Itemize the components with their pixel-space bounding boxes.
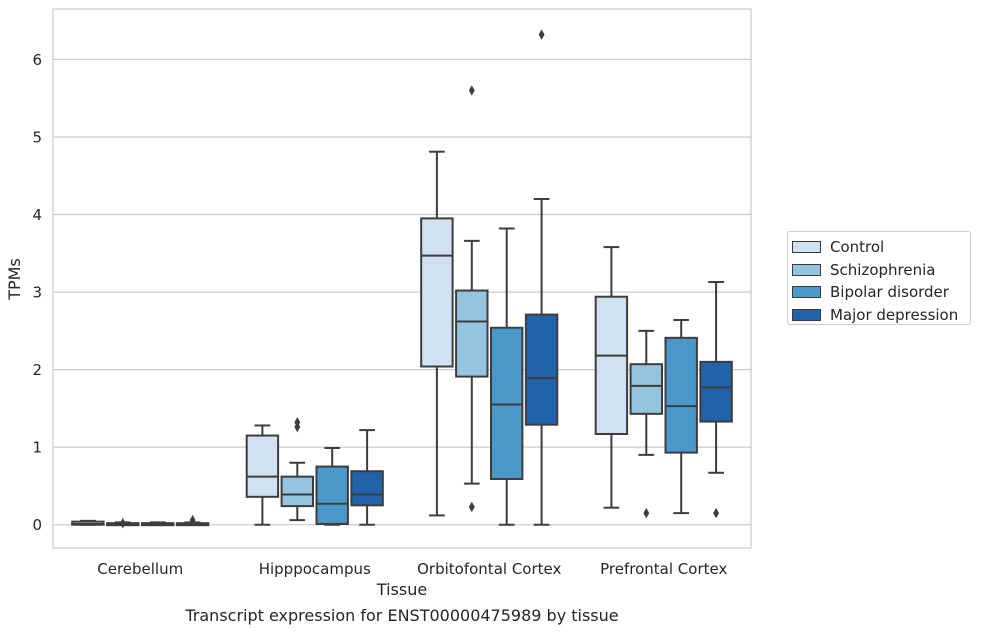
- box-3-1: [350, 429, 384, 526]
- iqr-box: [489, 326, 524, 480]
- legend-swatch: [792, 241, 821, 254]
- y-axis-label: TPMs: [5, 258, 24, 301]
- iqr-box: [350, 470, 384, 507]
- box-2-0: [140, 521, 175, 527]
- box-0-1: [245, 424, 280, 526]
- iqr-box: [420, 217, 454, 368]
- x-ticks: Cerebellum Hipppocampus Orbitofontal Corte…: [97, 560, 727, 578]
- grid: [53, 58, 751, 526]
- iqr-box: [524, 313, 559, 426]
- legend-item: Control: [792, 236, 970, 259]
- y-ticks: 0 1 2 3 4 5 6: [32, 51, 42, 534]
- box-3-0: [175, 514, 210, 527]
- box-0-3: [594, 246, 629, 509]
- legend: Control Schizophrenia Bipolar disorder Majo…: [787, 231, 971, 325]
- chart-caption: Transcript expression for ENST0000047598…: [185, 606, 619, 625]
- box-0-2: [420, 150, 454, 517]
- iqr-box: [699, 360, 733, 423]
- legend-label: Schizophrenia: [830, 260, 936, 279]
- y-tick-label: 6: [32, 51, 42, 69]
- iqr-box: [629, 363, 664, 415]
- box-3-3: [699, 280, 733, 519]
- box-2-3: [664, 318, 698, 515]
- box-2-1: [315, 446, 349, 526]
- x-tick-label: Prefrontal Cortex: [600, 560, 727, 578]
- box-1-2: [455, 85, 489, 513]
- legend-item: Major depression: [792, 304, 970, 327]
- outlier-point: [643, 507, 650, 519]
- iqr-box: [455, 289, 489, 378]
- x-tick-label: Orbitofontal Cortex: [417, 560, 561, 578]
- legend-label: Bipolar disorder: [830, 283, 949, 302]
- plot-frame: [52, 8, 752, 549]
- outlier-point: [189, 514, 196, 526]
- x-axis-label: Tissue: [376, 580, 427, 599]
- legend-item: Schizophrenia: [792, 259, 970, 282]
- outlier-point: [713, 507, 720, 519]
- legend-swatch: [792, 263, 821, 276]
- boxes: [71, 29, 733, 529]
- iqr-box: [245, 434, 280, 498]
- x-tick-label: Hipppocampus: [259, 560, 371, 578]
- box-3-2: [524, 29, 559, 526]
- box-1-1: [280, 417, 315, 522]
- iqr-box: [315, 465, 349, 525]
- y-tick-label: 1: [32, 439, 42, 457]
- box-2-2: [489, 227, 524, 526]
- legend-label: Control: [830, 238, 885, 257]
- outlier-point: [468, 501, 475, 513]
- y-tick-label: 0: [32, 516, 42, 534]
- iqr-box: [664, 336, 698, 454]
- y-tick-label: 2: [32, 361, 42, 379]
- outlier-point: [538, 29, 545, 40]
- box-0-0: [71, 519, 105, 526]
- iqr-box: [594, 295, 629, 435]
- box-1-3: [629, 329, 664, 519]
- y-tick-label: 4: [32, 206, 42, 224]
- legend-swatch: [792, 308, 821, 321]
- y-tick-label: 5: [32, 128, 42, 146]
- legend-label: Major depression: [830, 305, 959, 324]
- legend-item: Bipolar disorder: [792, 281, 970, 304]
- outlier-point: [294, 417, 301, 428]
- iqr-box: [280, 475, 315, 508]
- x-tick-label: Cerebellum: [97, 560, 183, 578]
- outlier-point: [468, 85, 475, 96]
- outlier-point: [119, 517, 126, 529]
- y-tick-label: 3: [32, 284, 42, 302]
- legend-swatch: [792, 286, 821, 299]
- box-1-0: [106, 517, 140, 529]
